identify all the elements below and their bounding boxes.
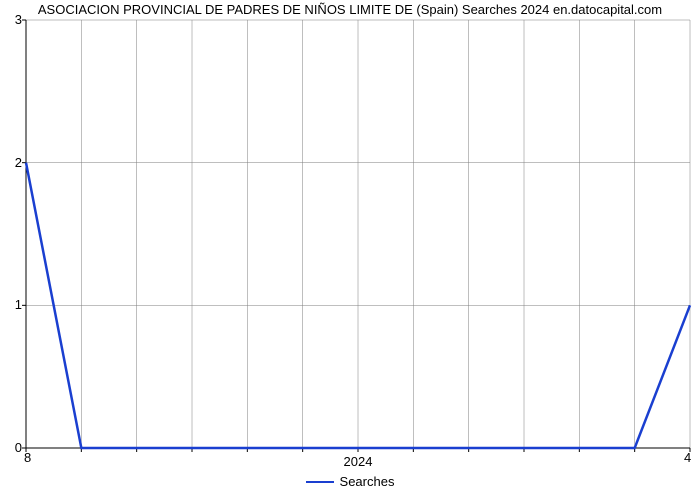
y-tick-label: 0 [4, 440, 22, 455]
x-right-label: 4 [684, 450, 691, 465]
chart-plot-area [26, 20, 690, 448]
legend-swatch [306, 481, 334, 483]
chart-legend: Searches [0, 474, 700, 489]
line-chart-svg [26, 20, 690, 448]
y-tick-label: 3 [4, 12, 22, 27]
legend-label: Searches [340, 474, 395, 489]
y-tick-label: 1 [4, 297, 22, 312]
x-center-label: 2024 [328, 454, 388, 469]
chart-title: ASOCIACION PROVINCIAL DE PADRES DE NIÑOS… [0, 2, 700, 17]
y-tick-label: 2 [4, 155, 22, 170]
x-left-label: 8 [24, 450, 31, 465]
